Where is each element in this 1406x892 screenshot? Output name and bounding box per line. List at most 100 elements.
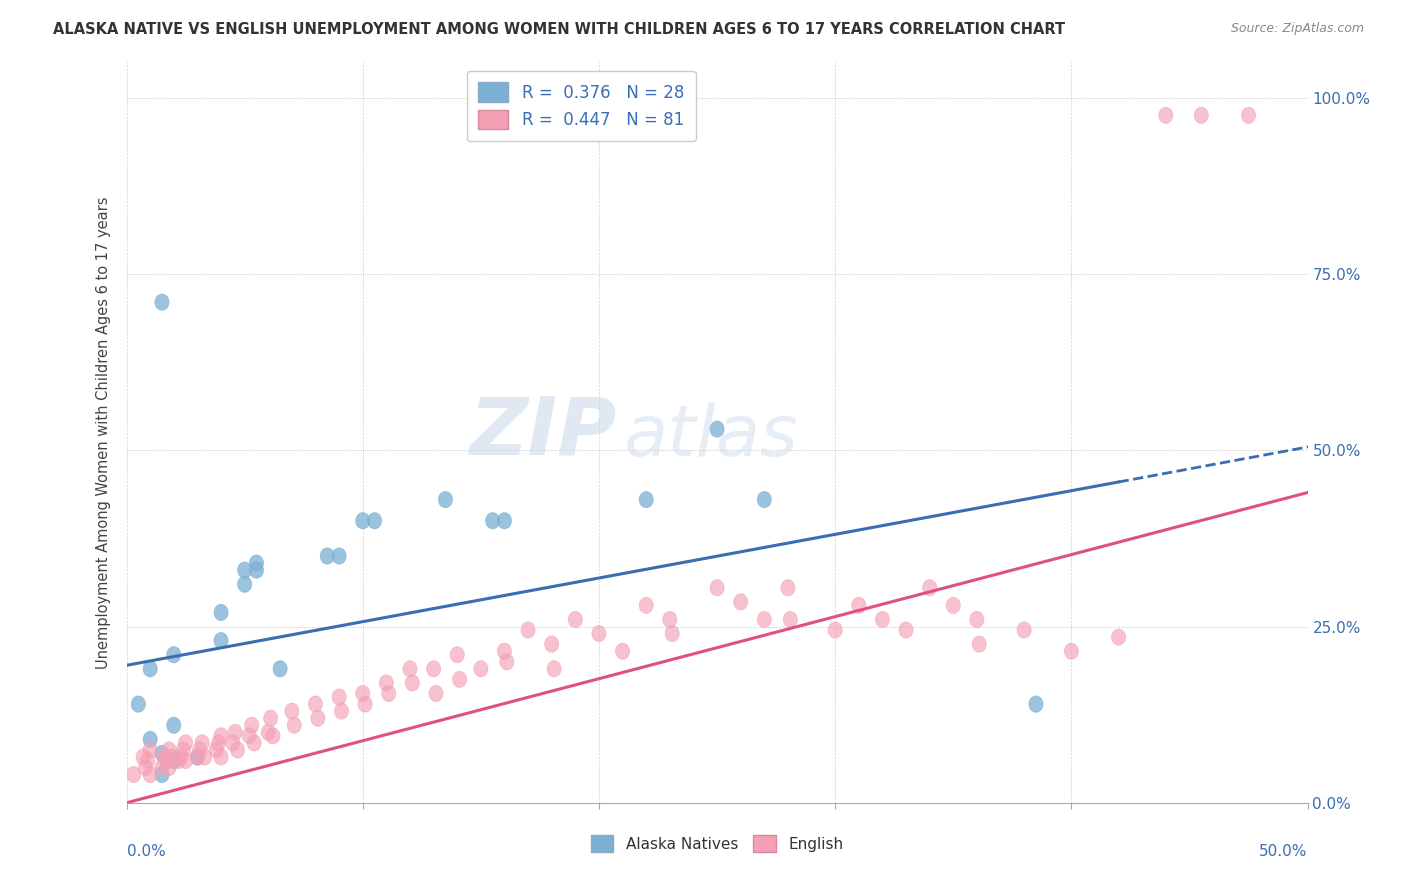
Ellipse shape (143, 731, 157, 747)
Ellipse shape (359, 696, 373, 712)
Ellipse shape (197, 748, 211, 765)
Ellipse shape (474, 661, 488, 677)
Ellipse shape (367, 513, 381, 529)
Ellipse shape (266, 728, 280, 744)
Ellipse shape (1112, 629, 1126, 645)
Ellipse shape (238, 562, 252, 578)
Ellipse shape (285, 703, 299, 719)
Ellipse shape (356, 685, 370, 702)
Ellipse shape (710, 580, 724, 596)
Ellipse shape (970, 611, 984, 628)
Ellipse shape (162, 759, 176, 776)
Ellipse shape (245, 717, 259, 733)
Ellipse shape (141, 752, 155, 769)
Ellipse shape (332, 689, 346, 706)
Ellipse shape (780, 580, 794, 596)
Ellipse shape (616, 643, 630, 659)
Ellipse shape (498, 513, 512, 529)
Text: ALASKA NATIVE VS ENGLISH UNEMPLOYMENT AMONG WOMEN WITH CHILDREN AGES 6 TO 17 YEA: ALASKA NATIVE VS ENGLISH UNEMPLOYMENT AM… (53, 22, 1066, 37)
Ellipse shape (405, 674, 419, 691)
Ellipse shape (127, 766, 141, 783)
Ellipse shape (167, 717, 181, 733)
Ellipse shape (710, 421, 724, 437)
Ellipse shape (190, 748, 204, 765)
Ellipse shape (211, 735, 226, 751)
Ellipse shape (356, 513, 370, 529)
Ellipse shape (143, 661, 157, 677)
Ellipse shape (176, 742, 190, 758)
Ellipse shape (214, 748, 228, 765)
Ellipse shape (922, 580, 936, 596)
Ellipse shape (226, 735, 240, 751)
Ellipse shape (190, 748, 204, 765)
Ellipse shape (783, 611, 797, 628)
Ellipse shape (249, 555, 263, 571)
Ellipse shape (662, 611, 676, 628)
Ellipse shape (143, 742, 157, 758)
Ellipse shape (262, 724, 276, 740)
Ellipse shape (828, 622, 842, 638)
Ellipse shape (179, 735, 193, 751)
Ellipse shape (242, 728, 256, 744)
Ellipse shape (214, 632, 228, 648)
Ellipse shape (155, 746, 169, 762)
Ellipse shape (308, 696, 322, 712)
Ellipse shape (155, 759, 169, 776)
Legend: Alaska Natives, English: Alaska Natives, English (585, 830, 849, 858)
Ellipse shape (131, 696, 145, 712)
Ellipse shape (167, 647, 181, 663)
Ellipse shape (592, 625, 606, 641)
Ellipse shape (946, 598, 960, 614)
Ellipse shape (758, 611, 772, 628)
Ellipse shape (157, 748, 172, 765)
Ellipse shape (332, 548, 346, 564)
Ellipse shape (209, 742, 224, 758)
Ellipse shape (238, 576, 252, 592)
Text: 50.0%: 50.0% (1260, 844, 1308, 858)
Ellipse shape (174, 748, 188, 765)
Ellipse shape (155, 766, 169, 783)
Ellipse shape (162, 742, 176, 758)
Ellipse shape (640, 491, 654, 508)
Ellipse shape (263, 710, 278, 726)
Ellipse shape (136, 748, 150, 765)
Ellipse shape (179, 752, 193, 769)
Text: 0.0%: 0.0% (127, 844, 166, 858)
Ellipse shape (160, 752, 174, 769)
Ellipse shape (426, 661, 440, 677)
Ellipse shape (876, 611, 890, 628)
Ellipse shape (155, 294, 169, 310)
Ellipse shape (640, 598, 654, 614)
Ellipse shape (138, 759, 152, 776)
Ellipse shape (1064, 643, 1078, 659)
Ellipse shape (143, 766, 157, 783)
Ellipse shape (453, 672, 467, 688)
Ellipse shape (249, 562, 263, 578)
Ellipse shape (311, 710, 325, 726)
Ellipse shape (499, 654, 515, 670)
Ellipse shape (214, 728, 228, 744)
Ellipse shape (287, 717, 301, 733)
Ellipse shape (544, 636, 558, 652)
Ellipse shape (429, 685, 443, 702)
Ellipse shape (231, 742, 245, 758)
Ellipse shape (381, 685, 396, 702)
Ellipse shape (1241, 107, 1256, 123)
Ellipse shape (898, 622, 912, 638)
Ellipse shape (568, 611, 582, 628)
Ellipse shape (972, 636, 987, 652)
Ellipse shape (273, 661, 287, 677)
Ellipse shape (195, 735, 209, 751)
Y-axis label: Unemployment Among Women with Children Ages 6 to 17 years: Unemployment Among Women with Children A… (96, 196, 111, 669)
Ellipse shape (1159, 107, 1173, 123)
Text: atlas: atlas (623, 401, 797, 471)
Ellipse shape (404, 661, 418, 677)
Text: Source: ZipAtlas.com: Source: ZipAtlas.com (1230, 22, 1364, 36)
Text: ZIP: ZIP (470, 393, 617, 472)
Ellipse shape (439, 491, 453, 508)
Ellipse shape (1194, 107, 1208, 123)
Ellipse shape (852, 598, 866, 614)
Ellipse shape (193, 742, 207, 758)
Ellipse shape (485, 513, 499, 529)
Ellipse shape (450, 647, 464, 663)
